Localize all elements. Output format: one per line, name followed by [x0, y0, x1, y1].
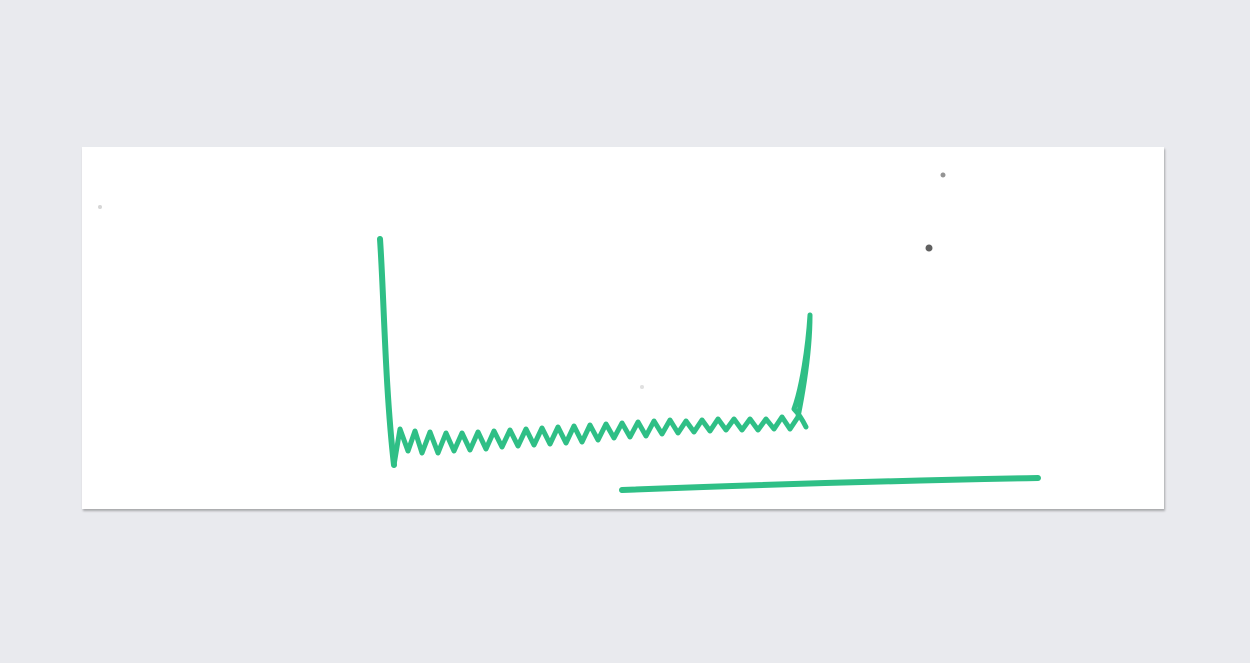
signature-initial-stroke — [377, 236, 397, 468]
signature-underline — [619, 475, 1041, 493]
ink-speck — [640, 385, 644, 389]
handwritten-signature — [98, 172, 1041, 493]
ink-speck — [98, 205, 102, 209]
signature-zigzag-stroke — [391, 414, 801, 468]
signature-final-loop — [791, 312, 813, 430]
signature-image-card — [82, 147, 1164, 509]
ink-speck — [940, 172, 946, 178]
ink-speck — [925, 244, 933, 252]
